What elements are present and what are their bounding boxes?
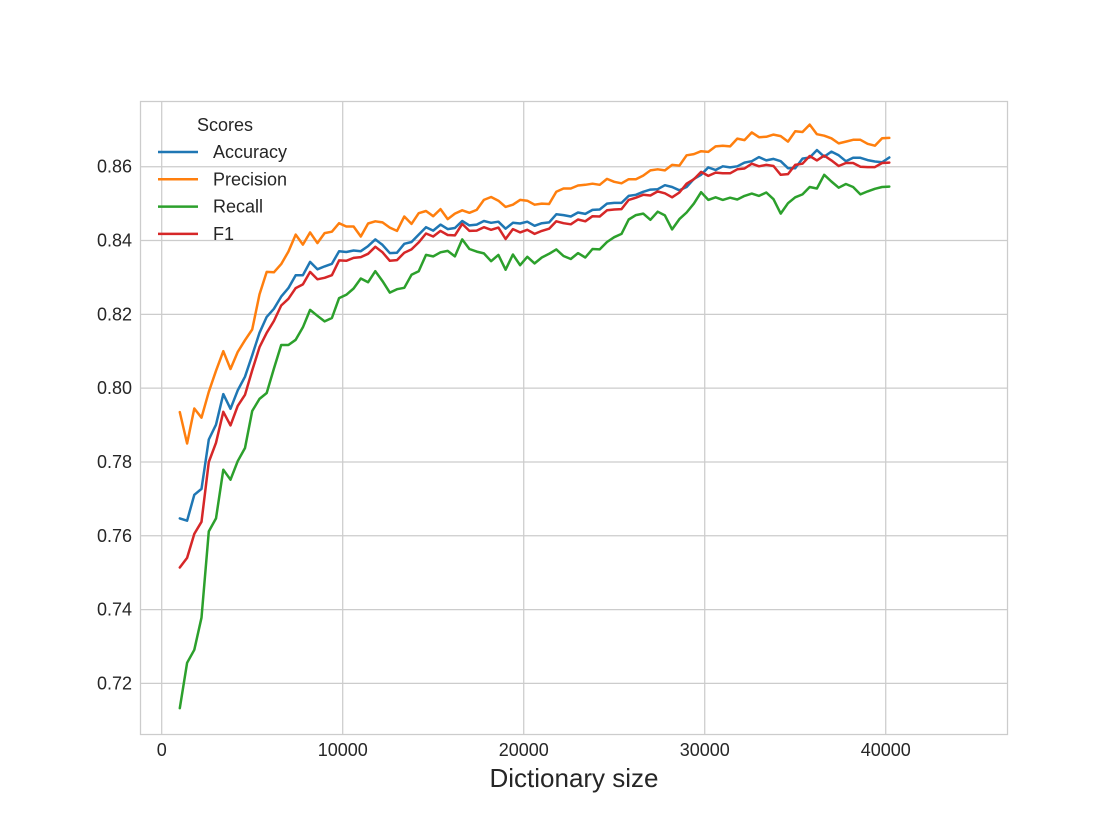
y-tick-label: 0.80 (97, 378, 132, 398)
y-tick-label: 0.84 (97, 231, 132, 251)
x-tick-label: 0 (157, 740, 167, 760)
x-tick-label: 30000 (680, 740, 730, 760)
x-tick-label: 10000 (318, 740, 368, 760)
y-tick-label: 0.76 (97, 526, 132, 546)
x-tick-label: 40000 (861, 740, 911, 760)
legend-title: Scores (197, 115, 253, 135)
y-tick-label: 0.82 (97, 304, 132, 324)
legend-label-accuracy: Accuracy (213, 142, 287, 162)
legend-label-f1: F1 (213, 224, 234, 244)
series-line-recall (178, 173, 891, 710)
legend: Scores Accuracy Precision Recall F1 (158, 115, 287, 244)
y-tick-label: 0.78 (97, 452, 132, 472)
y-tick-label: 0.72 (97, 673, 132, 693)
x-axis-ticks: 0 10000 20000 30000 40000 (157, 740, 911, 760)
plot-area-frame (139, 100, 1009, 736)
x-axis-label: Dictionary size (489, 763, 658, 793)
legend-label-precision: Precision (213, 169, 287, 189)
legend-items: Accuracy Precision Recall F1 (158, 142, 287, 244)
y-tick-label: 0.74 (97, 600, 132, 620)
series-line-f1 (178, 154, 891, 569)
y-axis-ticks: 0.72 0.74 0.76 0.78 0.80 0.82 0.84 0.86 (97, 157, 132, 694)
series-line-accuracy (178, 148, 891, 522)
y-tick-label: 0.86 (97, 157, 132, 177)
x-tick-label: 20000 (499, 740, 549, 760)
legend-label-recall: Recall (213, 197, 263, 217)
series-line-precision (178, 123, 891, 445)
series-layer (178, 123, 891, 710)
